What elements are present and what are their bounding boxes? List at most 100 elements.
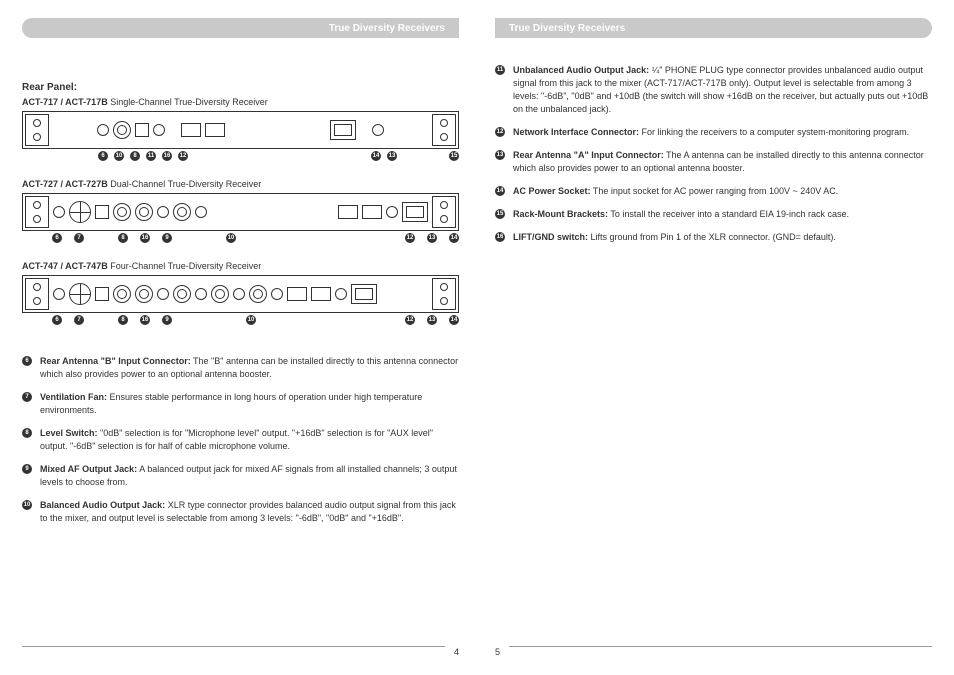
callout-num: 13 bbox=[387, 151, 397, 161]
desc-num: 13 bbox=[495, 150, 505, 160]
desc-item: 6 Rear Antenna "B" Input Connector: The … bbox=[22, 355, 459, 381]
desc-num: 10 bbox=[22, 500, 32, 510]
level-switch bbox=[95, 205, 109, 219]
fan-icon bbox=[69, 283, 91, 305]
callouts-717: 6 10 8 11 16 12 14 13 15 bbox=[22, 151, 459, 161]
desc-title: AC Power Socket: bbox=[513, 186, 591, 196]
callout-num: 16 bbox=[140, 233, 150, 243]
jack-1 bbox=[157, 206, 169, 218]
desc-text: Mixed AF Output Jack: A balanced output … bbox=[40, 463, 459, 489]
footer-line bbox=[22, 646, 445, 647]
antenna-b-conn bbox=[53, 288, 65, 300]
rear-panel-717 bbox=[22, 111, 459, 149]
desc-title: Network Interface Connector: bbox=[513, 127, 639, 137]
xlr-1 bbox=[135, 285, 153, 303]
panel-body bbox=[49, 196, 432, 228]
desc-num: 16 bbox=[495, 232, 505, 242]
desc-num: 7 bbox=[22, 392, 32, 402]
callout-num: 16 bbox=[162, 151, 172, 161]
callout-num: 15 bbox=[449, 151, 459, 161]
bracket-left bbox=[25, 278, 49, 310]
callout-num: 10 bbox=[246, 315, 256, 325]
power-socket bbox=[402, 202, 428, 222]
header-bar-left: True Diversity Receivers bbox=[22, 18, 459, 38]
net-conn-2 bbox=[205, 123, 225, 137]
right-page: True Diversity Receivers 11 Unbalanced A… bbox=[477, 18, 932, 657]
callout-num: 9 bbox=[162, 233, 172, 243]
xlr-2 bbox=[173, 285, 191, 303]
desc-title: Mixed AF Output Jack: bbox=[40, 464, 137, 474]
desc-title: Rear Antenna "B" Input Connector: bbox=[40, 356, 191, 366]
desc-text: Rack-Mount Brackets: To install the rece… bbox=[513, 208, 932, 221]
callout-num: 8 bbox=[118, 315, 128, 325]
callout-num: 6 bbox=[52, 315, 62, 325]
net-conn bbox=[338, 205, 358, 219]
callout-num: 8 bbox=[118, 233, 128, 243]
model-code: ACT-717 / ACT-717B bbox=[22, 97, 108, 107]
jack-2 bbox=[195, 288, 207, 300]
xlr-mixed bbox=[113, 203, 131, 221]
model-label: Four-Channel True-Diversity Receiver bbox=[110, 261, 261, 271]
desc-title: Level Switch: bbox=[40, 428, 98, 438]
jack-1 bbox=[157, 288, 169, 300]
desc-text: LIFT/GND switch: Lifts ground from Pin 1… bbox=[513, 231, 932, 244]
desc-text: Network Interface Connector: For linking… bbox=[513, 126, 932, 139]
desc-item: 14 AC Power Socket: The input socket for… bbox=[495, 185, 932, 198]
desc-item: 11 Unbalanced Audio Output Jack: ¼" PHON… bbox=[495, 64, 932, 116]
desc-text: Unbalanced Audio Output Jack: ¼" PHONE P… bbox=[513, 64, 932, 116]
model-label: Single-Channel True-Diversity Receiver bbox=[110, 97, 268, 107]
desc-item: 8 Level Switch: "0dB" selection is for "… bbox=[22, 427, 459, 453]
jack-4 bbox=[271, 288, 283, 300]
callout-num: 12 bbox=[178, 151, 188, 161]
model-label: Dual-Channel True-Diversity Receiver bbox=[110, 179, 261, 189]
desc-body: To install the receiver into a standard … bbox=[610, 209, 849, 219]
xlr-1 bbox=[135, 203, 153, 221]
desc-body: For linking the receivers to a computer … bbox=[642, 127, 910, 137]
bracket-left bbox=[25, 114, 49, 146]
desc-title: Ventilation Fan: bbox=[40, 392, 107, 402]
description-list-left: 6 Rear Antenna "B" Input Connector: The … bbox=[22, 355, 459, 525]
jack-2 bbox=[195, 206, 207, 218]
callouts-747: 6 7 8 16 9 10 12 13 14 bbox=[22, 315, 459, 325]
desc-item: 9 Mixed AF Output Jack: A balanced outpu… bbox=[22, 463, 459, 489]
bracket-right bbox=[432, 114, 456, 146]
antenna-b-conn bbox=[97, 124, 109, 136]
page-number-right: 5 bbox=[495, 647, 500, 657]
page-number-left: 4 bbox=[454, 647, 459, 657]
desc-item: 16 LIFT/GND switch: Lifts ground from Pi… bbox=[495, 231, 932, 244]
model-line-727: ACT-727 / ACT-727B Dual-Channel True-Div… bbox=[22, 179, 459, 189]
desc-item: 12 Network Interface Connector: For link… bbox=[495, 126, 932, 139]
bracket-right bbox=[432, 196, 456, 228]
net-conn bbox=[181, 123, 201, 137]
power-socket bbox=[330, 120, 356, 140]
desc-title: Rear Antenna "A" Input Connector: bbox=[513, 150, 664, 160]
xlr-conn bbox=[113, 121, 131, 139]
phone-jack bbox=[153, 124, 165, 136]
callout-num: 10 bbox=[114, 151, 124, 161]
callout-num: 16 bbox=[140, 315, 150, 325]
desc-title: Unbalanced Audio Output Jack: bbox=[513, 65, 649, 75]
desc-text: AC Power Socket: The input socket for AC… bbox=[513, 185, 932, 198]
footer-line bbox=[509, 646, 932, 647]
xlr-4 bbox=[249, 285, 267, 303]
callout-num: 6 bbox=[98, 151, 108, 161]
desc-item: 13 Rear Antenna "A" Input Connector: The… bbox=[495, 149, 932, 175]
model-line-747: ACT-747 / ACT-747B Four-Channel True-Div… bbox=[22, 261, 459, 271]
callout-num: 8 bbox=[130, 151, 140, 161]
net-conn-2 bbox=[311, 287, 331, 301]
callout-num: 9 bbox=[162, 315, 172, 325]
antenna-a-conn bbox=[386, 206, 398, 218]
desc-num: 11 bbox=[495, 65, 505, 75]
desc-num: 6 bbox=[22, 356, 32, 366]
desc-num: 12 bbox=[495, 127, 505, 137]
callout-num: 12 bbox=[405, 315, 415, 325]
callout-num: 7 bbox=[74, 315, 84, 325]
callouts-727: 6 7 8 16 9 10 12 13 14 bbox=[22, 233, 459, 243]
callout-num: 13 bbox=[427, 233, 437, 243]
model-line-717: ACT-717 / ACT-717B Single-Channel True-D… bbox=[22, 97, 459, 107]
desc-item: 15 Rack-Mount Brackets: To install the r… bbox=[495, 208, 932, 221]
level-switch bbox=[95, 287, 109, 301]
desc-item: 10 Balanced Audio Output Jack: XLR type … bbox=[22, 499, 459, 525]
xlr-mixed bbox=[113, 285, 131, 303]
panel-body bbox=[49, 114, 432, 146]
